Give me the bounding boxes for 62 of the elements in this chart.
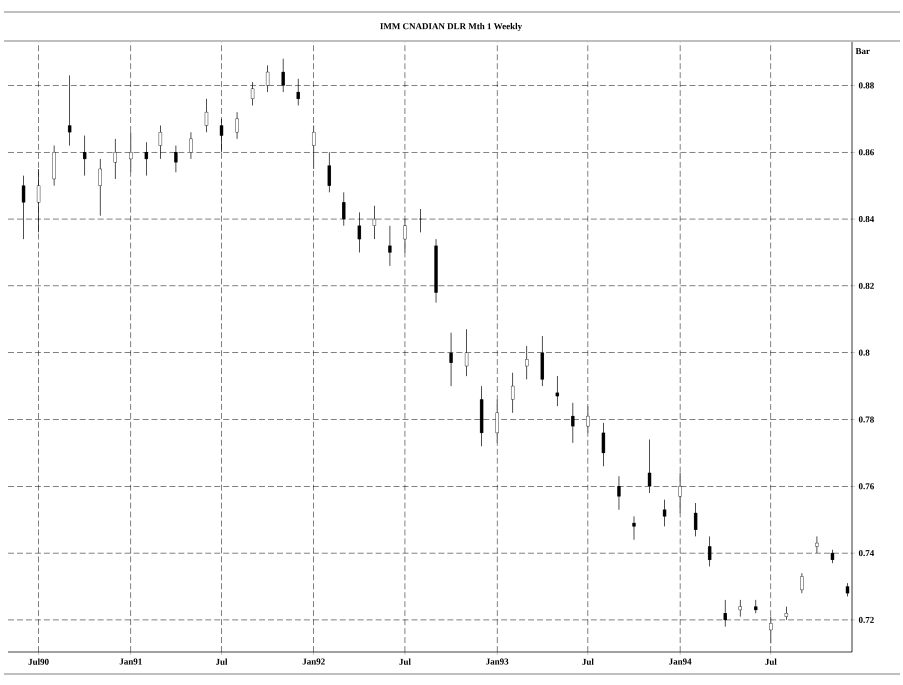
candlestick xyxy=(220,118,224,153)
candlestick xyxy=(586,406,590,434)
candlestick xyxy=(158,125,162,160)
candlestick xyxy=(204,98,208,133)
candlestick xyxy=(738,600,742,617)
candlestick xyxy=(815,536,819,554)
x-tick-label: Jul xyxy=(216,658,228,665)
y-axis-title: Bar xyxy=(856,48,870,54)
candlestick xyxy=(312,125,316,170)
candlestick xyxy=(830,549,834,564)
candlestick xyxy=(129,132,133,173)
candlestick xyxy=(511,372,514,414)
candlestick xyxy=(571,402,575,444)
x-tick-label: Jul xyxy=(399,658,411,665)
x-tick-label: Jul xyxy=(765,658,777,665)
y-tick-label: 0.84 xyxy=(858,216,874,222)
candlestick xyxy=(82,135,86,176)
candlestick xyxy=(372,205,376,240)
x-tick-label: Jan93 xyxy=(486,658,508,665)
candlestick xyxy=(328,152,331,193)
y-tick-label: 0.72 xyxy=(858,616,874,623)
candlestick xyxy=(403,218,407,253)
y-tick-label: 0.78 xyxy=(858,416,874,423)
candlestick xyxy=(556,376,560,406)
candlestick xyxy=(525,346,528,380)
candlestick xyxy=(418,208,422,233)
candlestick xyxy=(602,422,606,467)
candlestick xyxy=(388,225,392,266)
candlestick xyxy=(235,112,239,140)
candlestick xyxy=(358,212,362,253)
candlestick xyxy=(800,572,804,594)
candlestick xyxy=(754,600,758,614)
y-tick-label: 0.76 xyxy=(858,483,874,490)
candlestick xyxy=(464,328,468,376)
y-tick-label: 0.86 xyxy=(858,149,874,156)
y-tick-label: 0.74 xyxy=(858,550,874,556)
x-tick-label: Jan91 xyxy=(120,658,142,665)
candlestick xyxy=(495,399,499,444)
candlestick xyxy=(708,536,712,567)
candlestick xyxy=(632,516,636,540)
candlestick xyxy=(342,192,346,226)
x-tick-label: Jul90 xyxy=(28,658,49,665)
candlestick xyxy=(694,502,698,537)
x-tick-label: Jul xyxy=(582,658,594,665)
x-tick-label: Jan94 xyxy=(669,658,692,665)
candlestick xyxy=(648,439,652,494)
candlestick xyxy=(114,138,117,180)
candlestick xyxy=(617,476,621,510)
candlestick xyxy=(144,142,148,176)
candlestick xyxy=(189,132,193,160)
candlestick xyxy=(846,582,850,597)
candlestick xyxy=(662,499,666,527)
chart-title: IMM CNADIAN DLR Mth 1 Weekly xyxy=(380,22,522,32)
candlestick xyxy=(449,332,453,386)
y-tick-label: 0.8 xyxy=(858,350,870,356)
candlestick xyxy=(98,158,102,216)
x-tick-label: Jan92 xyxy=(302,658,325,665)
y-tick-label: 0.88 xyxy=(858,82,874,88)
candlestick xyxy=(174,145,178,173)
candlestick xyxy=(22,175,26,240)
y-tick-label: 0.82 xyxy=(858,282,874,289)
candlestick xyxy=(678,472,682,514)
